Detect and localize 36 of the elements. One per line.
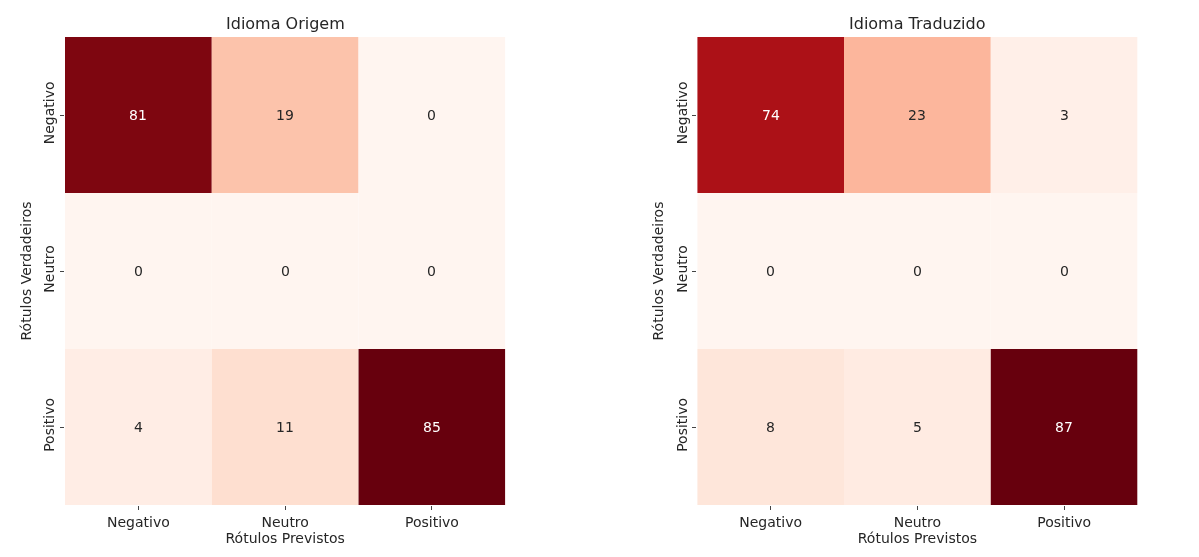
data-label: 0: [766, 263, 775, 279]
data-label: 8: [766, 419, 775, 435]
data-label: 11: [276, 419, 294, 435]
data-label: 5: [913, 419, 922, 435]
data-label: 0: [281, 263, 290, 279]
x-tick-label: Negativo: [739, 513, 803, 530]
data-label: 85: [423, 419, 441, 435]
data-label: 23: [908, 107, 926, 123]
data-label: 19: [276, 107, 294, 123]
data-label: 4: [134, 419, 143, 435]
y-tick-label: Negativo: [673, 81, 690, 145]
x-axis-title: Rótulos Previstos: [857, 530, 978, 547]
data-label: 0: [427, 107, 436, 123]
data-label: 0: [913, 263, 922, 279]
x-axis-title: Rótulos Previstos: [225, 530, 345, 547]
y-tick-label: Neutro: [41, 245, 58, 293]
y-tick-label: Positivo: [673, 397, 690, 452]
y-axis-title: Rótulos Verdadeiros: [650, 201, 667, 341]
x-tick-label: Positivo: [1037, 513, 1092, 530]
data-label: 87: [1055, 419, 1073, 435]
y-tick-label: Positivo: [41, 397, 58, 452]
x-tick-label: Neutro: [261, 513, 309, 530]
y-axis-title: Rótulos Verdadeiros: [18, 201, 34, 341]
y-tick-label: Negativo: [41, 81, 58, 145]
data-label: 74: [762, 107, 780, 123]
data-label: 0: [1060, 263, 1069, 279]
x-tick-label: Negativo: [107, 513, 170, 530]
data-label: 0: [427, 263, 436, 279]
data-label: 0: [134, 263, 143, 279]
chart-title: Idioma Origem: [226, 14, 345, 33]
chart-title: Idioma Traduzido: [849, 14, 986, 33]
y-tick-label: Neutro: [673, 245, 690, 293]
x-tick-label: Positivo: [404, 513, 459, 530]
x-tick-label: Neutro: [893, 513, 942, 530]
data-label: 81: [129, 107, 147, 123]
data-label: 3: [1060, 107, 1069, 123]
